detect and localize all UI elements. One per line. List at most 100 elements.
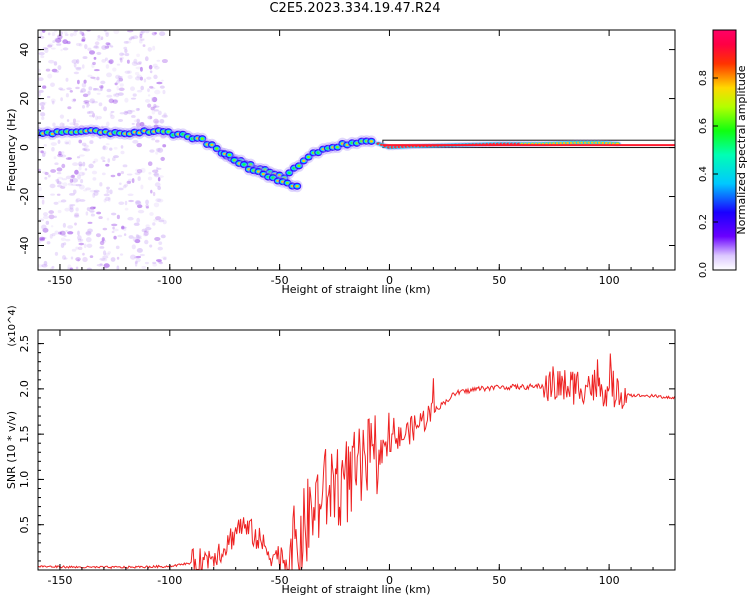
noise-speck [71, 174, 76, 179]
noise-speck [144, 30, 150, 34]
ridge-core [205, 143, 209, 146]
noise-speck [157, 147, 164, 153]
noise-speck [116, 214, 120, 220]
noise-speck [93, 56, 97, 60]
noise-speck [42, 171, 48, 174]
noise-speck [96, 37, 102, 41]
noise-speck [104, 31, 110, 35]
noise-speck [102, 255, 109, 259]
noise-speck [81, 39, 86, 42]
noise-speck [41, 263, 48, 268]
noise-speck [144, 230, 149, 233]
noise-speck [83, 189, 88, 192]
noise-speck [119, 182, 122, 185]
noise-speck [154, 182, 161, 187]
noise-speck [118, 77, 124, 82]
noise-speck [88, 50, 96, 55]
noise-speck [127, 193, 134, 197]
ridge-core [176, 133, 180, 136]
noise-speck [136, 217, 141, 223]
secondary-branch-core [271, 176, 275, 179]
noise-speck [54, 70, 60, 73]
noise-speck [80, 179, 84, 184]
noise-speck [157, 177, 161, 182]
noise-speck [96, 89, 103, 92]
noise-speck [41, 224, 47, 230]
noise-speck [86, 103, 91, 107]
noise-speck [43, 144, 47, 147]
noise-speck [135, 234, 139, 238]
secondary-branch-core [247, 168, 251, 171]
noise-speck [88, 110, 94, 114]
noise-speck [150, 189, 153, 194]
ridge-core [369, 140, 374, 143]
noise-speck [50, 169, 57, 173]
noise-speck [56, 167, 63, 172]
noise-speck [62, 255, 67, 260]
colorbar-tick-label: 0.8 [698, 70, 709, 86]
ridge-core [152, 130, 156, 133]
noise-speck [140, 30, 145, 34]
noise-speck [58, 87, 63, 91]
noise-speck [47, 43, 54, 47]
ridge-core [41, 132, 45, 135]
noise-speck [69, 267, 74, 270]
noise-speck [92, 161, 96, 164]
noise-speck [123, 227, 127, 231]
noise-speck [132, 139, 139, 144]
x-tick-label: -150 [47, 574, 72, 587]
noise-speck [124, 207, 129, 211]
noise-speck [149, 115, 153, 120]
noise-speck [106, 188, 110, 194]
noise-speck [85, 231, 91, 235]
noise-speck [156, 59, 161, 62]
ridge-core [55, 130, 59, 133]
noise-speck [134, 260, 138, 264]
noise-speck [38, 238, 42, 244]
colorbar: 0.0 0.2 0.4 0.6 0.8 Normalized spectral ampl… [698, 29, 748, 278]
noise-speck [99, 263, 103, 266]
snr-panel: -150 -100 -50 0 50 100 0.5 1.0 1.5 2.0 2.5 Height … [5, 305, 676, 596]
noise-speck [45, 68, 51, 72]
ridge-core [99, 131, 103, 134]
noise-speck [38, 91, 42, 97]
noise-speck [72, 118, 77, 123]
noise-speck [71, 183, 77, 187]
noise-speck [106, 186, 110, 190]
noise-speck [102, 145, 106, 150]
noise-speck [75, 199, 79, 203]
noise-speck [104, 252, 111, 256]
noise-speck [80, 238, 84, 242]
noise-speck [120, 150, 125, 155]
ridge-core [108, 132, 113, 135]
noise-speck [109, 112, 113, 117]
noise-speck [83, 148, 88, 151]
noise-speck [132, 93, 137, 97]
noise-speck [99, 85, 104, 89]
noise-speck [153, 218, 158, 222]
ridge-core [186, 135, 190, 138]
noise-speck [92, 192, 96, 198]
noise-speck [58, 231, 62, 235]
noise-speck [84, 168, 88, 171]
noise-speck [117, 118, 124, 122]
noise-speck [156, 81, 163, 85]
noise-speck [67, 225, 74, 229]
noise-speck [157, 261, 163, 264]
noise-speck [130, 86, 135, 92]
noise-speck [68, 205, 72, 209]
colorbar-ticks: 0.0 0.2 0.4 0.6 0.8 [698, 70, 718, 278]
y-tick-label: -40 [18, 237, 31, 255]
noise-speck [68, 192, 76, 196]
noise-speck [100, 84, 104, 90]
noise-speck [83, 100, 90, 103]
noise-speck [135, 258, 141, 263]
x-tick-label: -50 [271, 574, 289, 587]
noise-speck [154, 89, 161, 95]
noise-speck [45, 220, 50, 225]
noise-speck [93, 191, 99, 196]
secondary-branch-core [256, 170, 261, 173]
noise-speck [139, 66, 143, 72]
noise-speck [92, 100, 98, 104]
noise-speck [149, 212, 154, 216]
